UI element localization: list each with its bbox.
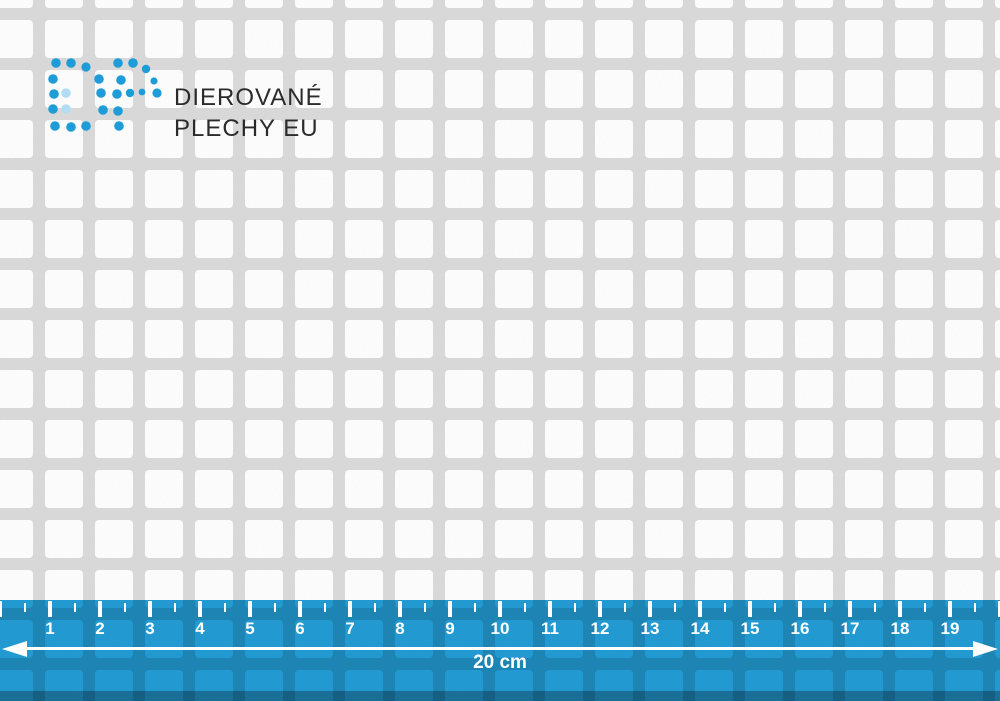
ruler-number: 19 (940, 619, 960, 638)
ruler-tick-minor (73, 603, 77, 612)
ruler-tick-minor (973, 603, 977, 612)
ruler-tick-major (548, 601, 552, 617)
brand-text-line1: DIEROVANÉ (174, 84, 323, 111)
ruler-number: 13 (640, 619, 660, 638)
ruler-number: 9 (445, 619, 455, 638)
ruler-number: 11 (541, 619, 559, 638)
ruler-tick-major (448, 601, 452, 617)
ruler-tick-major (898, 601, 902, 617)
dimension-label: 20 cm (473, 652, 527, 673)
ruler-number: 16 (790, 619, 810, 638)
ruler-tick-minor (273, 603, 277, 612)
ruler-tick-major (148, 601, 152, 617)
ruler-number: 15 (740, 619, 760, 638)
ruler-tick-major (48, 601, 52, 617)
ruler-number: 4 (195, 619, 205, 638)
ruler-tick-major (0, 601, 2, 617)
ruler-tick-minor (873, 603, 877, 612)
ruler-tick-minor (523, 603, 527, 612)
ruler-tick-minor (423, 603, 427, 612)
ruler-tick-minor (723, 603, 727, 612)
ruler-tick-minor (673, 603, 677, 612)
dimension-arrow-line (18, 647, 982, 650)
ruler-tick-major (798, 601, 802, 617)
ruler-tick-minor (773, 603, 777, 612)
ruler-tick-major (248, 601, 252, 617)
ruler-number: 8 (395, 619, 405, 638)
ruler-tick-major (198, 601, 202, 617)
ruler-number: 17 (840, 619, 860, 638)
ruler-tick-major (948, 601, 952, 617)
ruler-tick-major (648, 601, 652, 617)
ruler-tick-minor (823, 603, 827, 612)
brand-wordmark: DIEROVANÉ PLECHY EU (174, 82, 323, 144)
ruler-tick-major (498, 601, 502, 617)
ruler-tick-minor (173, 603, 177, 612)
ruler-number: 2 (95, 619, 105, 638)
ruler-number: 3 (145, 619, 155, 638)
ruler-tick-major (98, 601, 102, 617)
ruler-tick-major (298, 601, 302, 617)
dp-logo-icon (48, 58, 162, 132)
arrow-left-icon (2, 640, 27, 657)
ruler-tick-minor (223, 603, 227, 612)
ruler-tick-minor (623, 603, 627, 612)
ruler-number: 5 (245, 619, 255, 638)
ruler-tick-major (848, 601, 852, 617)
ruler-number: 10 (490, 619, 510, 638)
ruler-marks: 20 cm 1 2 3 4 5 6 7 8 9 10 11 12 13 14 15 16 17 18 19 (0, 600, 1000, 701)
ruler-tick-minor (473, 603, 477, 612)
ruler-tick-major (598, 601, 602, 617)
ruler-tick-major (998, 601, 1000, 617)
brand-text-line2: PLECHY EU (174, 115, 319, 142)
ruler-number: 6 (295, 619, 305, 638)
ruler-tick-minor (573, 603, 577, 612)
ruler-number: 1 (45, 619, 55, 638)
ruler-tick-major (748, 601, 752, 617)
ruler-tick-minor (923, 603, 927, 612)
ruler-tick-minor (23, 603, 27, 612)
arrow-right-icon (973, 640, 998, 657)
ruler-tick-major (698, 601, 702, 617)
ruler-number: 7 (345, 619, 355, 638)
ruler-number: 18 (890, 619, 910, 638)
ruler-tick-minor (123, 603, 127, 612)
ruler-tick-minor (323, 603, 327, 612)
ruler-number: 12 (590, 619, 610, 638)
ruler-tick-major (348, 601, 352, 617)
ruler-tick-major (398, 601, 402, 617)
ruler-tick-minor (373, 603, 377, 612)
ruler-number: 14 (690, 619, 710, 638)
